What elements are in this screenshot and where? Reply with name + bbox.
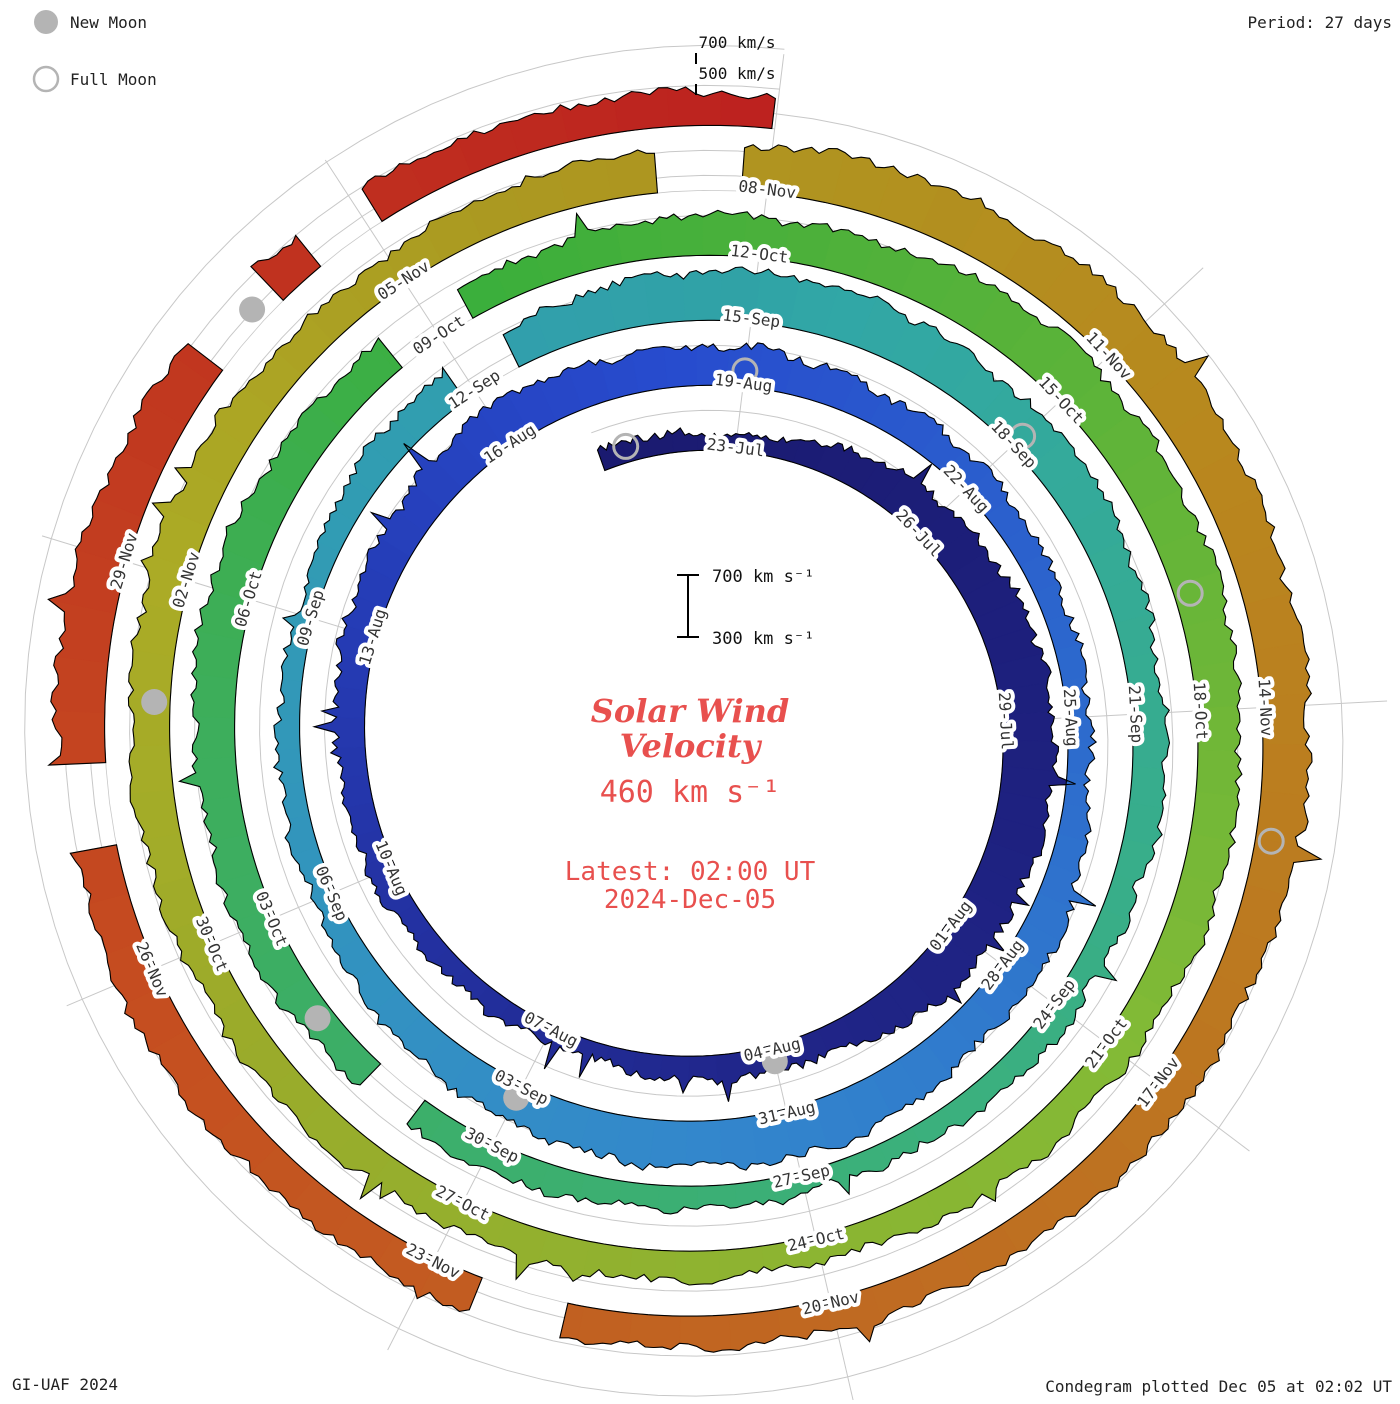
band-segment (312, 716, 366, 748)
new-moon-legend-label: New Moon (70, 13, 147, 32)
band-segment (614, 87, 670, 133)
band-segment (1054, 643, 1087, 681)
band-segment (330, 746, 369, 779)
full-moon-marker-2024-09-18 (1009, 422, 1037, 450)
new-moon-marker-2024-09-03 (503, 1084, 530, 1111)
ring-700-label: 700 km/s (698, 33, 775, 52)
date-label-09-Oct: 09-Oct (409, 311, 468, 358)
band-outline (406, 266, 1171, 1215)
band-segment (128, 744, 174, 794)
band-segment (574, 212, 624, 273)
band-segment (685, 1119, 722, 1166)
full-moon-marker-2024-10-17 (1176, 579, 1204, 607)
new-moon-marker-2024-08-04 (761, 1048, 788, 1075)
band-segment (643, 271, 686, 326)
latest-time-label: Latest: 02:00 UT (565, 857, 816, 887)
scale-300-label: 300 km s⁻¹ (712, 629, 814, 649)
period-label: Period: 27 days (1248, 13, 1393, 32)
plotted-timestamp-label: Condegram plotted Dec 05 at 02:02 UT (1045, 1377, 1392, 1396)
current-velocity-value: 460 km s⁻¹ (600, 775, 781, 810)
band-segment (140, 832, 192, 887)
new-moon-icon (34, 10, 58, 34)
chart-title-line2: Velocity (620, 727, 763, 765)
band-segment (659, 1054, 690, 1094)
full-moon-marker-2024-07-21 (612, 432, 640, 460)
chart-title-line1: Solar Wind (591, 692, 790, 730)
band-segment (673, 1249, 720, 1286)
band-segment (50, 656, 109, 714)
full-moon-marker-2024-08-19 (731, 357, 759, 385)
grid-spoke (324, 159, 514, 450)
scale-bar: 700 km s⁻¹ 300 km s⁻¹ (677, 567, 814, 649)
moon-legend: New Moon Full Moon (32, 10, 157, 93)
latest-date-label: 2024-Dec-05 (604, 885, 776, 915)
band-segment (649, 1119, 688, 1169)
band-segment (178, 756, 241, 801)
band-segment (250, 234, 322, 301)
band-segment (663, 345, 698, 389)
band-segment (1128, 766, 1167, 809)
band-segment (628, 1312, 681, 1350)
band-segment (508, 104, 569, 157)
band-segment (47, 710, 107, 766)
band-segment (1260, 743, 1313, 797)
band-outline (272, 342, 1097, 1171)
band-outline (177, 337, 403, 1086)
band-segment (679, 1314, 732, 1353)
band-segment (720, 90, 776, 129)
ring-500-label: 500 km/s (698, 64, 775, 83)
full-moon-marker-2024-11-15 (1257, 827, 1285, 855)
band-outline (69, 844, 483, 1312)
band-outline (47, 342, 224, 766)
band-segment (557, 158, 613, 210)
center-text: Solar Wind Velocity 460 km s⁻¹ Latest: 0… (565, 692, 816, 915)
credit-label: GI-UAF 2024 (12, 1375, 118, 1394)
band-outline (361, 86, 776, 223)
band-segment (276, 678, 303, 716)
band-segment (631, 346, 669, 394)
band-segment (1066, 741, 1098, 775)
band-segment (657, 1184, 698, 1215)
band-segment (1113, 838, 1155, 882)
band-segment (683, 269, 723, 322)
grid-spoke (387, 1023, 555, 1351)
band-segment (129, 788, 181, 841)
band-segment (190, 672, 238, 719)
grid-spoke (999, 700, 1388, 722)
date-label-14-Nov: 14-Nov (1255, 678, 1277, 737)
band-outline (127, 149, 1243, 1286)
band-segment (728, 1309, 781, 1351)
date-label-21-Sep: 21-Sep (1125, 685, 1147, 744)
band-outline (559, 144, 1323, 1353)
moon-markers (141, 296, 1285, 1111)
date-label-25-Aug: 25-Aug (1060, 688, 1082, 747)
new-moon-marker-2024-11-01 (141, 689, 168, 715)
new-moon-marker-2024-10-02 (304, 1005, 331, 1032)
band-segment (630, 1051, 663, 1081)
band-segment (628, 1247, 676, 1283)
band-segment (559, 97, 619, 143)
full-moon-icon (32, 65, 60, 93)
band-segment (718, 1115, 758, 1171)
grid-spoke (945, 921, 1250, 1152)
velocity-band-outlines (47, 86, 1323, 1353)
band-segment (281, 644, 308, 682)
band-segment (577, 1173, 623, 1205)
new-moon-marker-2024-12-01 (239, 296, 266, 323)
full-moon-legend-label: Full Moon (70, 70, 157, 89)
band-segment (69, 844, 129, 905)
scale-700-label: 700 km s⁻¹ (712, 567, 814, 587)
date-label-18-Oct: 18-Oct (1190, 681, 1212, 740)
date-label-29-Jul: 29-Jul (995, 692, 1017, 751)
band-segment (605, 149, 658, 200)
band-segment (718, 1245, 765, 1282)
grid-spoke (770, 1043, 855, 1404)
band-outline (250, 234, 322, 302)
spiral-layer: 23-Jul26-Jul29-Jul01-Aug04-Aug07-Aug10-A… (24, 44, 1388, 1404)
band-segment (1195, 749, 1243, 797)
outer-ring-labels: 700 km/s 500 km/s (695, 33, 776, 95)
band-segment (1245, 837, 1323, 897)
